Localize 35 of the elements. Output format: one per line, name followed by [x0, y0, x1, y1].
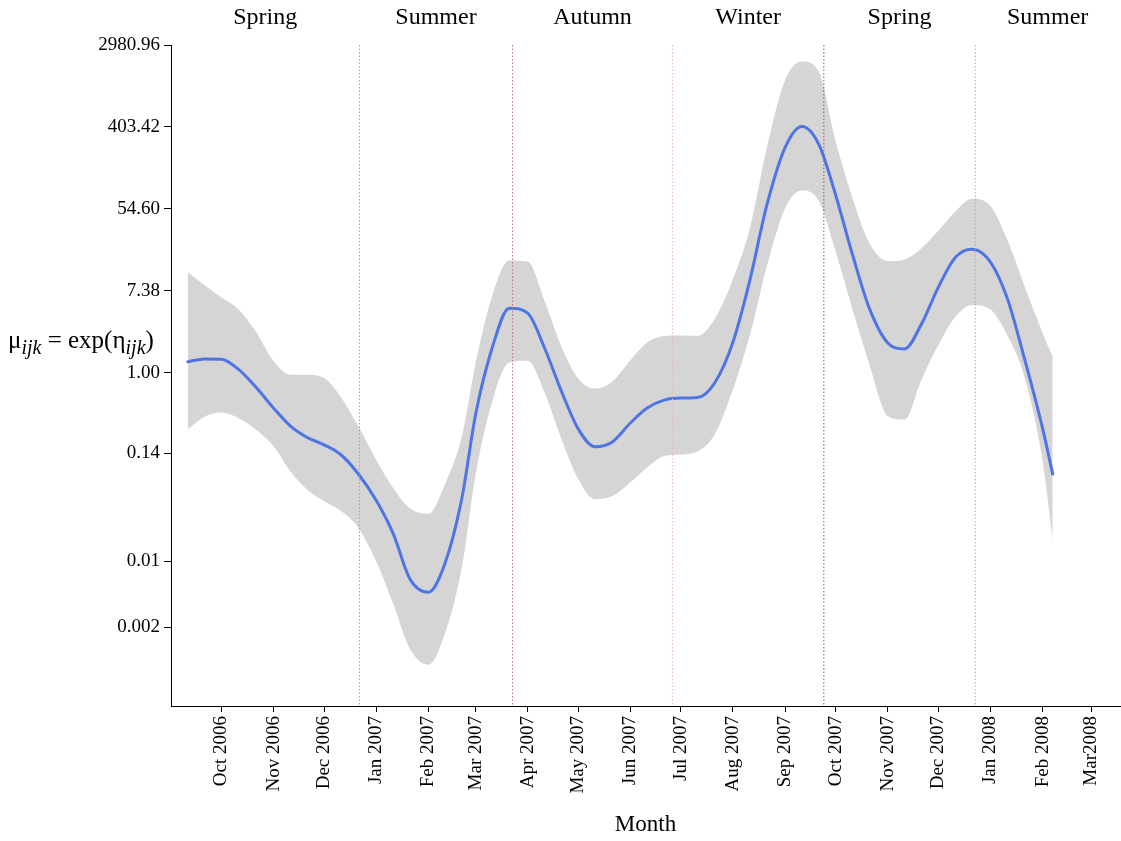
x-tick-label: Mar 2007: [463, 716, 485, 791]
x-tick-label: Feb 2008: [1030, 716, 1052, 788]
x-tick-label: Nov 2006: [261, 716, 283, 792]
x-tick-label: Jun 2007: [618, 716, 640, 786]
x-tick-label: Sep 2007: [773, 716, 795, 788]
text: Summer: [1006, 3, 1089, 30]
x-tick-label: Apr 2007: [515, 716, 537, 789]
y-tick-label: 54.60: [117, 196, 160, 218]
x-axis-title: Month: [614, 811, 677, 837]
x-tick-label: Oct 2006: [209, 716, 231, 787]
x-tick-label: Nov 2007: [875, 716, 897, 792]
x-tick-label: Jul 2007: [668, 716, 690, 781]
x-tick-label: Dec 2006: [312, 716, 334, 790]
y-tick-label: 0.01: [126, 549, 160, 571]
text: Winter: [715, 3, 781, 30]
y-tick-label: 0.14: [126, 441, 161, 463]
text: Spring: [867, 3, 932, 30]
text: Summer: [395, 3, 477, 30]
x-tick-label: May 2007: [566, 716, 588, 794]
x-tick-label: Aug 2007: [720, 716, 742, 792]
text: Spring: [233, 3, 298, 30]
text: Autumn: [553, 3, 632, 30]
x-tick-label: Oct 2007: [823, 716, 845, 787]
line-series: [186, 124, 1055, 594]
x-tick-label: Jan 2008: [978, 716, 1000, 785]
x-tick-label: Jan 2007: [364, 716, 386, 785]
y-axis-title: μ$_{ijk}$ = exp(η$_{ijk}$): [8, 326, 154, 358]
y-tick-label: 2980.96: [98, 32, 160, 54]
y-tick-label: 403.42: [107, 114, 160, 136]
y-tick-label: 1.00: [126, 360, 160, 382]
y-tick-label: 7.38: [126, 278, 160, 300]
x-tick-label: Dec 2007: [926, 716, 948, 790]
y-tick-label: 0.002: [117, 615, 160, 637]
x-tick-label: Feb 2007: [416, 716, 438, 788]
x-tick-label: Mar2008: [1079, 716, 1101, 786]
